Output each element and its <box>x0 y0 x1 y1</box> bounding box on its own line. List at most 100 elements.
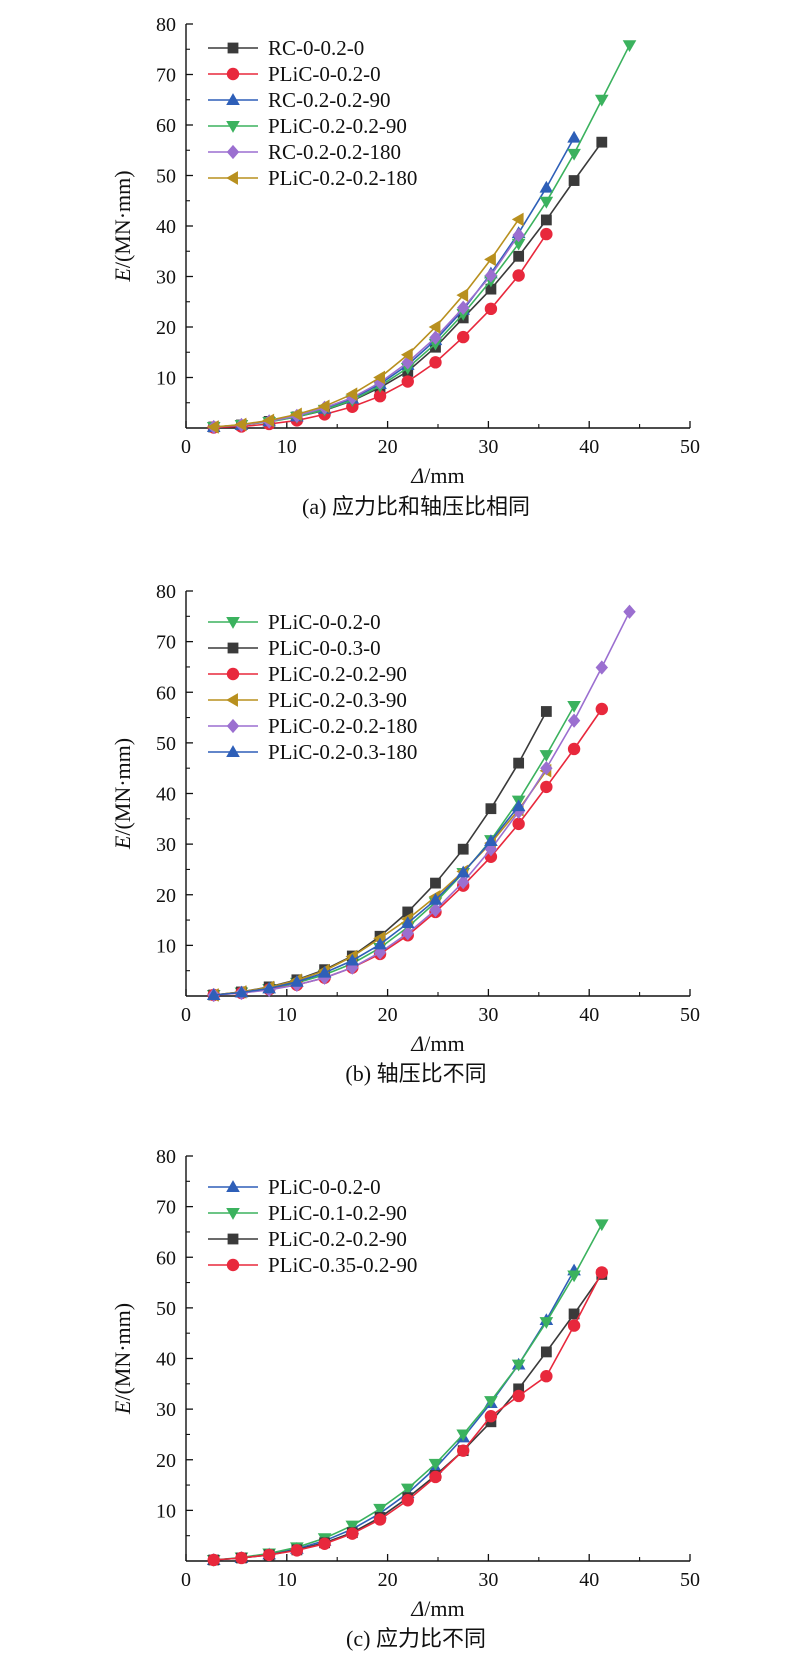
data-point <box>206 988 221 1000</box>
data-point <box>401 926 414 941</box>
legend-marker <box>226 144 240 160</box>
data-point <box>539 750 554 762</box>
y-tick-label: 60 <box>156 115 176 137</box>
axes: 0 10 20 30 40 50 10 20 30 40 50 60 70 80 <box>156 14 700 458</box>
data-point <box>234 985 249 998</box>
legend-marker <box>226 667 240 681</box>
chart-panel-c: 0 10 20 30 40 50 10 20 30 40 50 60 70 80 Δ/mm E/(MN·mm)… <box>0 1105 800 1670</box>
y-tick-label: 30 <box>156 267 176 289</box>
data-point <box>484 1410 498 1423</box>
y-tick-label: 50 <box>156 1298 176 1320</box>
y-tick-label: 60 <box>156 682 176 704</box>
x-axis-label: Δ/mm <box>410 1031 464 1056</box>
legend: RC-0-0.2-0PLiC-0-0.2-0RC-0.2-0.2-90PLiC-… <box>208 36 417 190</box>
y-tick-label: 70 <box>156 65 176 87</box>
data-point <box>429 330 442 345</box>
data-point <box>540 214 552 226</box>
data-point <box>317 965 332 978</box>
legend-label: PLiC-0.2-0.2-180 <box>268 714 417 738</box>
y-tick-label: 30 <box>156 1399 176 1421</box>
legend-item: RC-0.2-0.2-180 <box>208 140 401 164</box>
series-PLiC-0.35-0.2-90 <box>207 1266 608 1567</box>
data-point <box>457 843 469 855</box>
x-tick-label: 50 <box>680 1004 700 1026</box>
data-point <box>540 706 552 717</box>
legend-label: PLiC-0.1-0.2-90 <box>268 1201 407 1225</box>
data-point <box>595 1266 608 1279</box>
x-tick-label: 10 <box>277 436 297 458</box>
legend-marker <box>226 171 238 185</box>
data-point <box>345 1520 360 1533</box>
legend-item: PLiC-0-0.2-0 <box>208 62 381 86</box>
legend-label: PLiC-0.2-0.2-90 <box>268 1227 407 1251</box>
data-point <box>595 660 608 675</box>
data-point <box>540 1370 553 1383</box>
legend-marker <box>227 1233 239 1245</box>
data-point <box>567 742 581 756</box>
data-point <box>429 902 442 918</box>
data-point <box>373 1503 387 1516</box>
data-point <box>485 283 497 295</box>
data-point <box>373 370 385 385</box>
y-tick-label: 20 <box>156 317 176 339</box>
legend-marker <box>227 642 239 654</box>
y-tick-label: 40 <box>156 784 176 806</box>
data-point <box>594 94 609 107</box>
x-tick-label: 50 <box>680 1569 700 1591</box>
chart-caption: (b) 轴压比不同 <box>345 1061 486 1086</box>
x-tick-label: 40 <box>579 436 599 458</box>
series-PLiC-0.2-0.2-90 <box>208 1269 608 1566</box>
legend-label: PLiC-0-0.3-0 <box>268 636 381 660</box>
x-tick-label: 30 <box>478 1004 498 1026</box>
data-point <box>512 269 525 282</box>
chart-panel-a: 0 10 20 30 40 50 10 20 30 40 50 60 70 80 Δ/mm E/(MN·mm)… <box>0 0 800 540</box>
series-PLiC-0.2-0.2-180 <box>207 604 636 1003</box>
legend-label: PLiC-0-0.2-0 <box>268 62 381 86</box>
y-tick-label: 20 <box>156 885 176 907</box>
data-point <box>429 1470 442 1484</box>
legend-label: PLiC-0.2-0.2-180 <box>268 166 417 190</box>
y-tick-label: 20 <box>156 1450 176 1472</box>
legend-item: PLiC-0.2-0.2-90 <box>208 662 407 686</box>
legend-label: RC-0.2-0.2-90 <box>268 88 391 112</box>
data-point <box>567 1270 581 1283</box>
chart-caption: (c) 应力比不同 <box>346 1626 486 1651</box>
legend-marker <box>226 1180 240 1192</box>
series-line <box>213 611 631 996</box>
legend-item: PLiC-0-0.2-0 <box>208 610 381 634</box>
data-point <box>290 1544 304 1557</box>
data-point <box>456 865 471 878</box>
y-tick-label: 10 <box>156 935 176 957</box>
data-point <box>485 803 497 815</box>
legend-item: PLiC-0.2-0.3-180 <box>208 740 417 764</box>
data-point <box>567 700 581 713</box>
series-line <box>213 805 520 996</box>
data-point <box>540 780 553 794</box>
y-axis-label: E/(MN·mm) <box>110 738 135 850</box>
data-point <box>429 356 442 369</box>
x-tick-label: 40 <box>579 1004 599 1026</box>
x-tick-label: 30 <box>478 1569 498 1591</box>
y-tick-label: 50 <box>156 166 176 188</box>
data-point <box>430 877 441 889</box>
series-line <box>213 1272 603 1561</box>
data-point <box>206 420 219 434</box>
legend-item: PLiC-0-0.3-0 <box>208 636 381 660</box>
data-point <box>511 212 524 227</box>
data-point <box>262 413 275 428</box>
chart-caption: (a) 应力比和轴压比相同 <box>302 494 530 519</box>
y-tick-label: 80 <box>156 581 176 603</box>
data-point <box>428 892 443 905</box>
legend-label: PLiC-0.2-0.3-90 <box>268 688 407 712</box>
data-point <box>262 1548 276 1562</box>
series-PLiC-0.2-0.3-180 <box>206 799 526 1000</box>
data-point <box>457 330 470 344</box>
legend-marker <box>226 1208 240 1220</box>
x-tick-label: 50 <box>680 436 700 458</box>
data-point <box>456 1429 471 1442</box>
data-point <box>511 799 526 812</box>
data-point <box>373 937 387 950</box>
data-point <box>484 302 498 316</box>
legend-item: PLiC-0.2-0.3-90 <box>208 688 407 712</box>
legend-item: PLiC-0.1-0.2-90 <box>208 1201 407 1225</box>
